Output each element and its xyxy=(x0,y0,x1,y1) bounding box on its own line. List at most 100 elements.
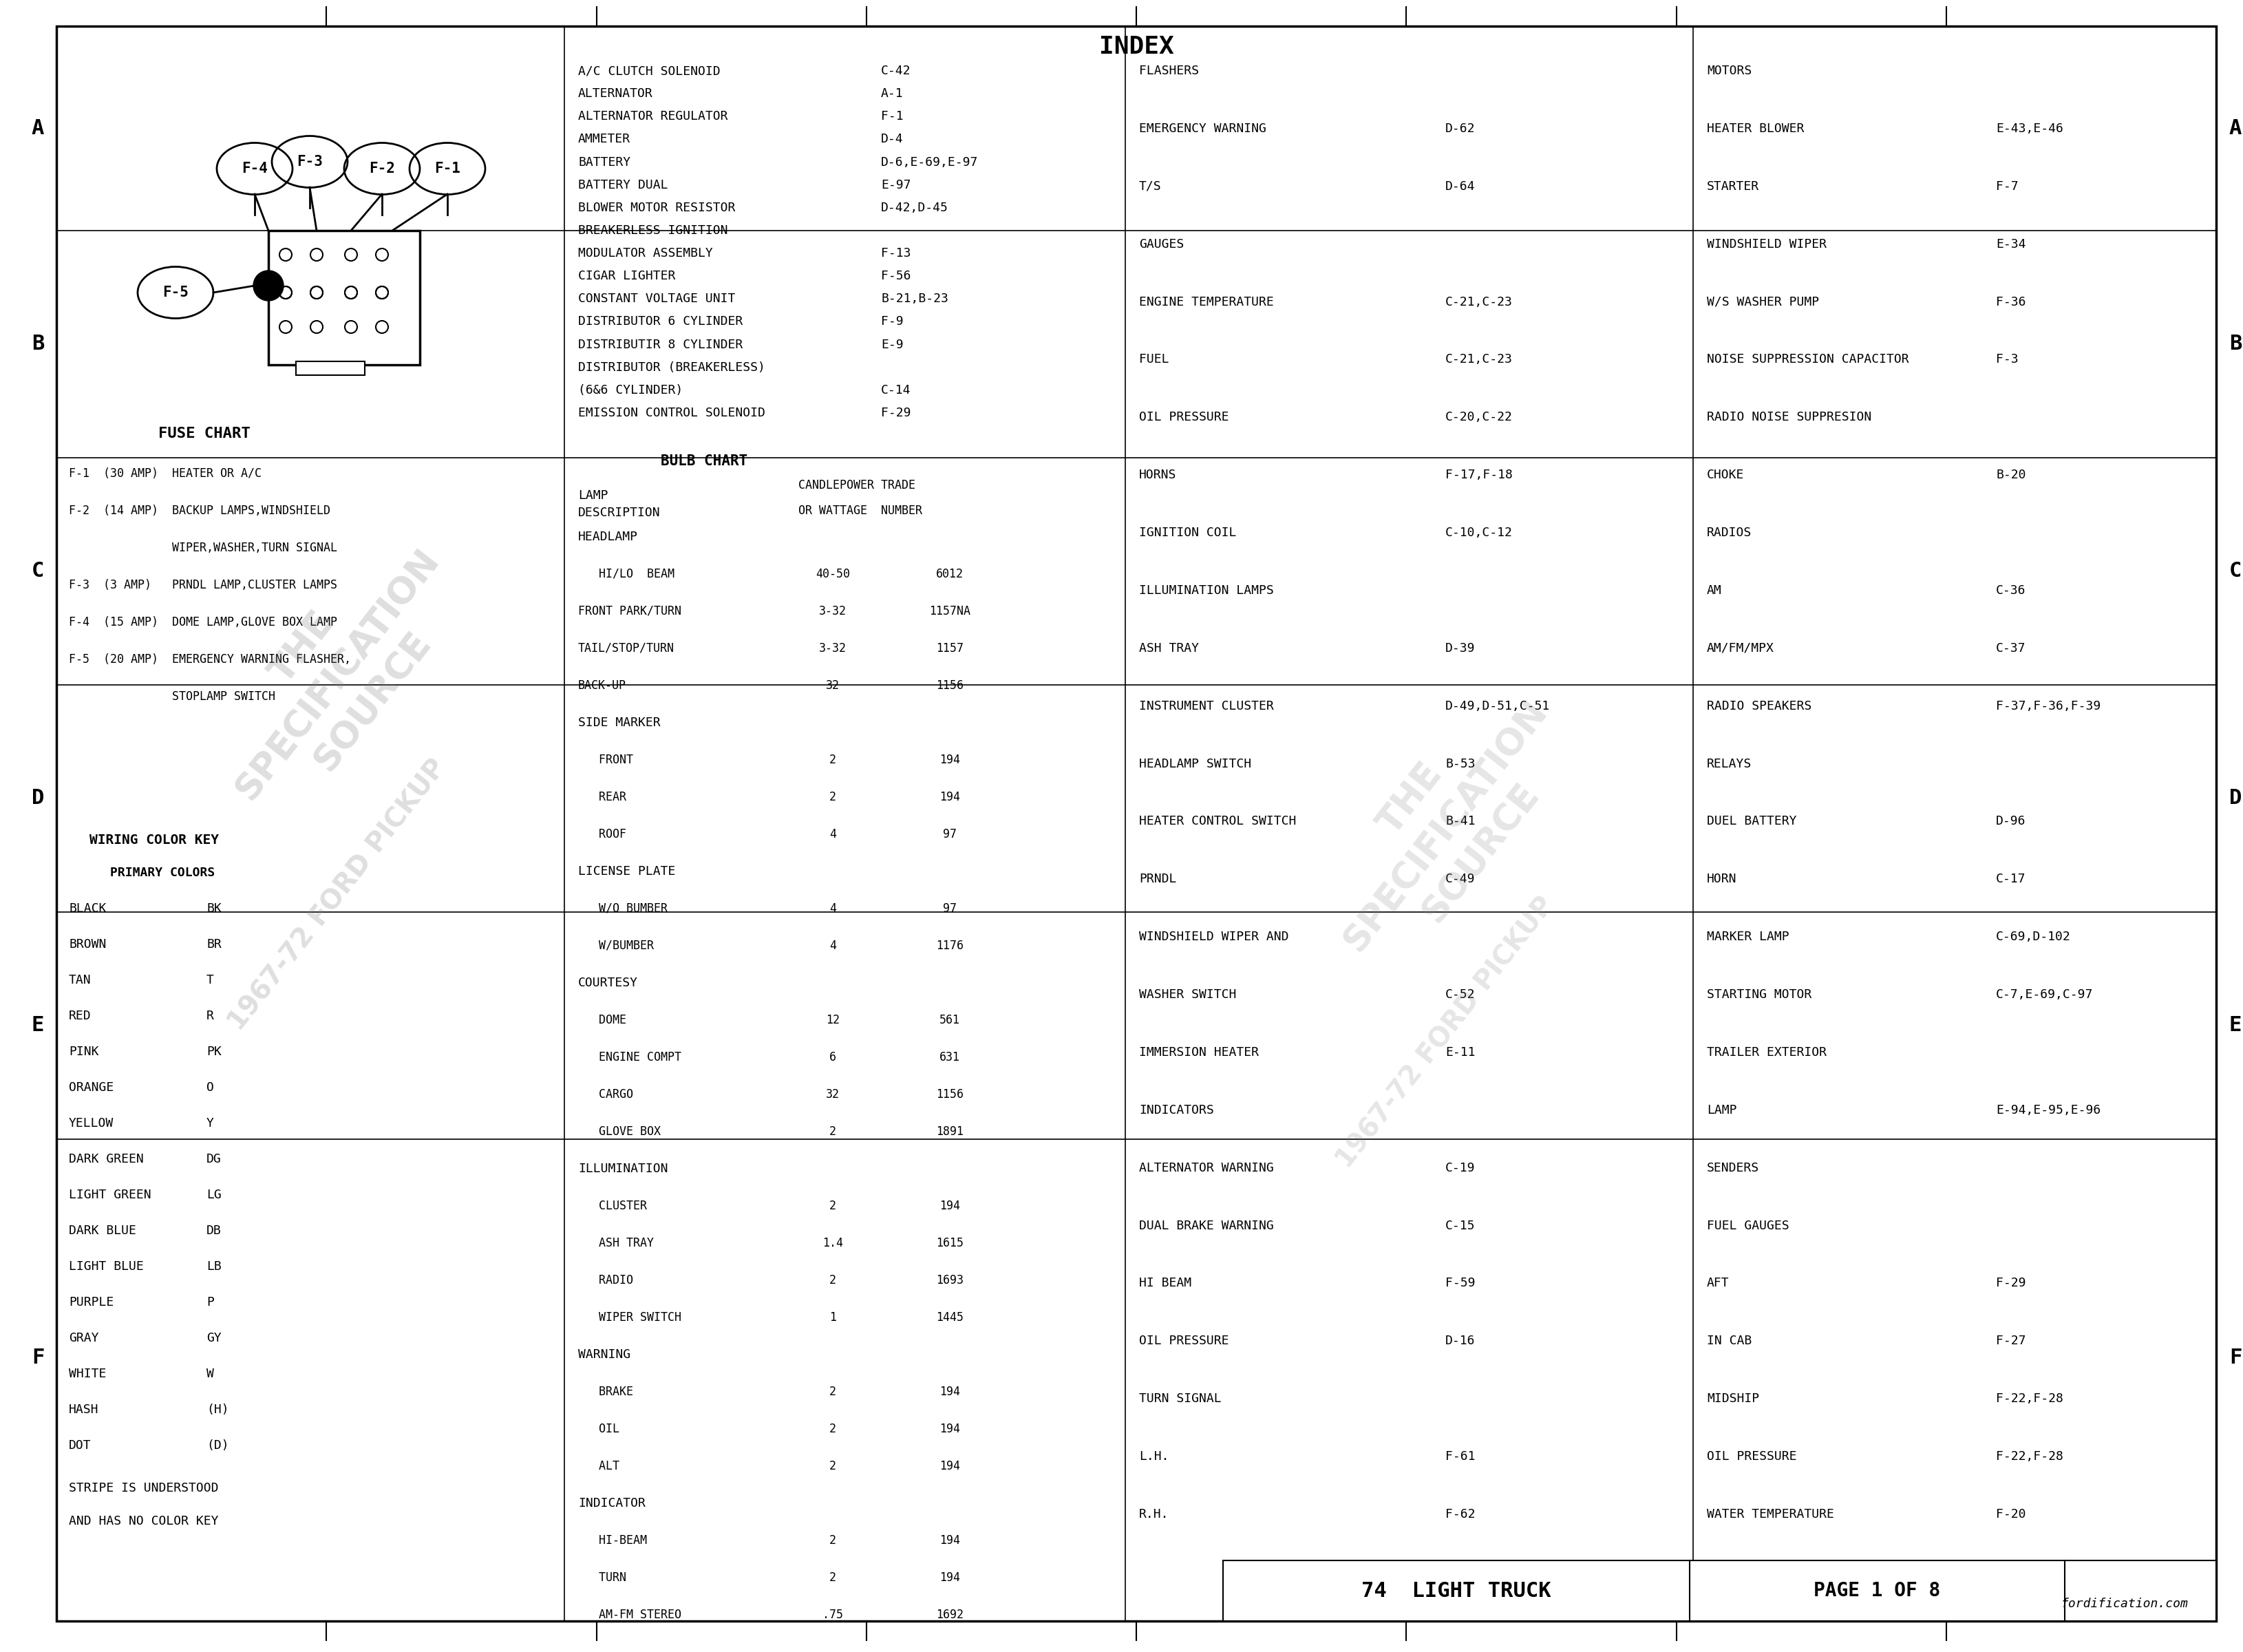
Text: C-7,E-69,C-97: C-7,E-69,C-97 xyxy=(1996,988,2093,1001)
Text: F-2: F-2 xyxy=(368,162,395,175)
Text: DOT: DOT xyxy=(70,1439,92,1452)
Text: WIPER SWITCH: WIPER SWITCH xyxy=(579,1312,682,1323)
Text: D: D xyxy=(2230,788,2241,808)
Text: INSTRUMENT CLUSTER: INSTRUMENT CLUSTER xyxy=(1139,700,1274,712)
Text: F-56: F-56 xyxy=(881,269,911,282)
Text: BLACK: BLACK xyxy=(70,902,105,915)
Text: THE
SPECIFICATION
SOURCE: THE SPECIFICATION SOURCE xyxy=(193,515,480,834)
Text: EMISSION CONTROL SOLENOID: EMISSION CONTROL SOLENOID xyxy=(579,406,765,420)
Text: W/S WASHER PUMP: W/S WASHER PUMP xyxy=(1707,296,1819,307)
Text: WHITE: WHITE xyxy=(70,1368,105,1379)
Text: F-29: F-29 xyxy=(881,406,911,420)
Text: O: O xyxy=(206,1082,213,1094)
Text: (H): (H) xyxy=(206,1404,229,1416)
Text: CANDLEPOWER TRADE: CANDLEPOWER TRADE xyxy=(799,479,915,492)
Text: (6&6 CYLINDER): (6&6 CYLINDER) xyxy=(579,383,682,396)
Text: 2: 2 xyxy=(830,1460,837,1472)
Text: 194: 194 xyxy=(940,1535,960,1546)
Text: D-6,E-69,E-97: D-6,E-69,E-97 xyxy=(881,155,978,169)
Text: B: B xyxy=(2230,334,2241,354)
Text: F-36: F-36 xyxy=(1996,296,2025,307)
Text: GY: GY xyxy=(206,1332,222,1345)
Text: BATTERY DUAL: BATTERY DUAL xyxy=(579,178,668,192)
Text: STRIPE IS UNDERSTOOD: STRIPE IS UNDERSTOOD xyxy=(70,1482,218,1495)
Text: ALTERNATOR REGULATOR: ALTERNATOR REGULATOR xyxy=(579,111,727,122)
Text: INDICATOR: INDICATOR xyxy=(579,1497,646,1510)
Text: LB: LB xyxy=(206,1260,222,1272)
Text: W/BUMBER: W/BUMBER xyxy=(579,940,655,952)
Text: 32: 32 xyxy=(825,1089,839,1100)
Text: BREAKERLESS IGNITION: BREAKERLESS IGNITION xyxy=(579,225,727,236)
Text: 2: 2 xyxy=(830,791,837,803)
Text: IN CAB: IN CAB xyxy=(1707,1335,1752,1348)
Text: BRAKE: BRAKE xyxy=(579,1386,633,1398)
Text: R.H.: R.H. xyxy=(1139,1508,1169,1520)
Text: DISTRIBUTOR 6 CYLINDER: DISTRIBUTOR 6 CYLINDER xyxy=(579,316,742,329)
Text: 631: 631 xyxy=(940,1051,960,1064)
Text: R: R xyxy=(206,1009,213,1023)
Text: THE
SPECIFICATION
SOURCE: THE SPECIFICATION SOURCE xyxy=(1301,666,1588,986)
Text: C-15: C-15 xyxy=(1444,1219,1476,1232)
Text: 6: 6 xyxy=(830,1051,837,1064)
Text: WIRING COLOR KEY: WIRING COLOR KEY xyxy=(90,833,220,846)
Text: 4: 4 xyxy=(830,940,837,952)
Text: ASH TRAY: ASH TRAY xyxy=(579,1237,655,1249)
Text: A-1: A-1 xyxy=(881,88,904,99)
Text: F-7: F-7 xyxy=(1996,180,2019,193)
Text: RADIO: RADIO xyxy=(579,1274,633,1287)
Text: D-62: D-62 xyxy=(1444,122,1476,135)
Text: C-36: C-36 xyxy=(1996,585,2025,596)
Text: HEATER CONTROL SWITCH: HEATER CONTROL SWITCH xyxy=(1139,816,1296,828)
Text: HORNS: HORNS xyxy=(1139,469,1178,481)
Text: TAIL/STOP/TURN: TAIL/STOP/TURN xyxy=(579,643,675,654)
Text: F-9: F-9 xyxy=(881,316,904,329)
Text: F-37,F-36,F-39: F-37,F-36,F-39 xyxy=(1996,700,2102,712)
Text: INDEX: INDEX xyxy=(1099,35,1173,58)
Text: WIPER,WASHER,TURN SIGNAL: WIPER,WASHER,TURN SIGNAL xyxy=(70,542,336,553)
Text: PK: PK xyxy=(206,1046,222,1057)
Text: 194: 194 xyxy=(940,1199,960,1213)
Text: OIL PRESSURE: OIL PRESSURE xyxy=(1139,411,1229,423)
Text: YELLOW: YELLOW xyxy=(70,1117,114,1130)
Text: AM: AM xyxy=(1707,585,1723,596)
Text: 4: 4 xyxy=(830,902,837,915)
Text: PINK: PINK xyxy=(70,1046,99,1057)
Text: 1692: 1692 xyxy=(935,1609,964,1621)
Text: 1.4: 1.4 xyxy=(823,1237,843,1249)
Text: RADIOS: RADIOS xyxy=(1707,527,1752,539)
Text: EMERGENCY WARNING: EMERGENCY WARNING xyxy=(1139,122,1267,135)
Text: HEATER BLOWER: HEATER BLOWER xyxy=(1707,122,1803,135)
Text: Y: Y xyxy=(206,1117,213,1130)
Text: F-5  (20 AMP)  EMERGENCY WARNING FLASHER,: F-5 (20 AMP) EMERGENCY WARNING FLASHER, xyxy=(70,653,350,666)
Text: B-21,B-23: B-21,B-23 xyxy=(881,292,949,306)
Text: F-5: F-5 xyxy=(161,286,188,299)
Text: F: F xyxy=(31,1348,45,1368)
Text: OIL PRESSURE: OIL PRESSURE xyxy=(1139,1335,1229,1348)
Text: F-22,F-28: F-22,F-28 xyxy=(1996,1450,2064,1462)
Text: C-20,C-22: C-20,C-22 xyxy=(1444,411,1512,423)
Text: E-43,E-46: E-43,E-46 xyxy=(1996,122,2064,135)
Text: F-3  (3 AMP)   PRNDL LAMP,CLUSTER LAMPS: F-3 (3 AMP) PRNDL LAMP,CLUSTER LAMPS xyxy=(70,578,336,591)
Text: 40-50: 40-50 xyxy=(816,568,850,580)
Text: 194: 194 xyxy=(940,1460,960,1472)
Text: RADIO SPEAKERS: RADIO SPEAKERS xyxy=(1707,700,1812,712)
Text: HORN: HORN xyxy=(1707,872,1736,885)
Text: 32: 32 xyxy=(825,679,839,692)
Text: 194: 194 xyxy=(940,1571,960,1584)
Text: DESCRIPTION: DESCRIPTION xyxy=(579,507,659,519)
Text: OIL: OIL xyxy=(579,1422,619,1436)
Text: MOTORS: MOTORS xyxy=(1707,64,1752,78)
Text: F-20: F-20 xyxy=(1996,1508,2025,1520)
Text: NOISE SUPPRESSION CAPACITOR: NOISE SUPPRESSION CAPACITOR xyxy=(1707,354,1909,365)
Text: 561: 561 xyxy=(940,1014,960,1026)
Text: 1: 1 xyxy=(830,1312,837,1323)
Text: C-21,C-23: C-21,C-23 xyxy=(1444,354,1512,365)
Text: DISTRIBUTOR (BREAKERLESS): DISTRIBUTOR (BREAKERLESS) xyxy=(579,362,765,373)
Text: F-61: F-61 xyxy=(1444,1450,1476,1462)
Text: BLOWER MOTOR RESISTOR: BLOWER MOTOR RESISTOR xyxy=(579,202,736,215)
Text: F-1: F-1 xyxy=(881,111,904,122)
Bar xyxy=(269,231,419,365)
Text: F-29: F-29 xyxy=(1996,1277,2025,1290)
Text: OIL PRESSURE: OIL PRESSURE xyxy=(1707,1450,1797,1462)
Text: OR WATTAGE  NUMBER: OR WATTAGE NUMBER xyxy=(799,504,922,517)
